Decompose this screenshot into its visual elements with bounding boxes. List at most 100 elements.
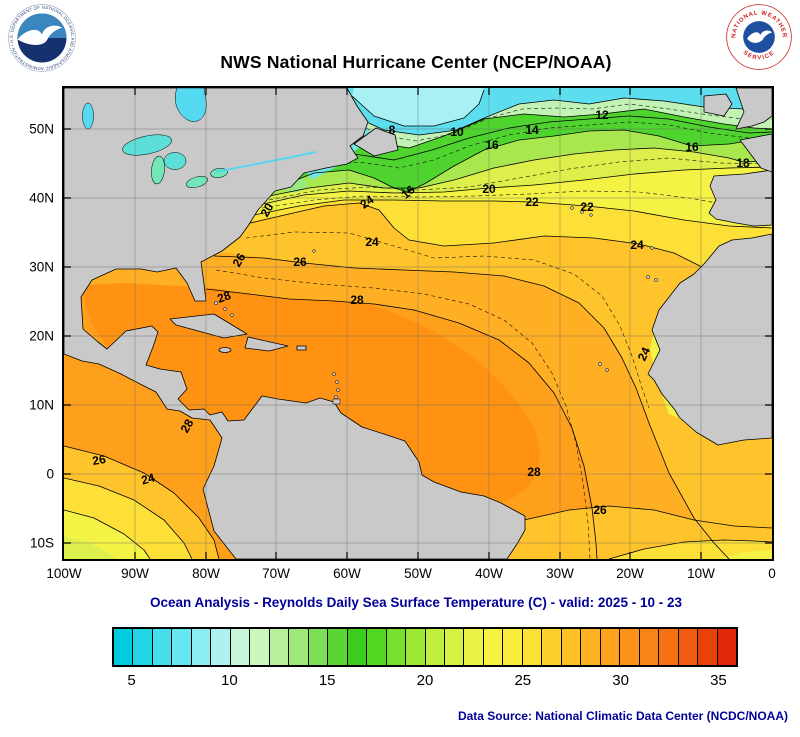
lon-label: 40W [475,566,503,581]
lon-label: 10W [687,566,715,581]
colorbar-cell [444,629,465,665]
colorbar-cell [503,629,523,665]
colorbar-tick-label: 35 [710,672,727,689]
colorbar-cell [678,629,699,665]
lon-label: 60W [333,566,361,581]
south-cool-3 [719,550,772,559]
colorbar-cell [406,629,426,665]
contour-8 [351,89,485,127]
south-cool-2 [609,540,772,559]
contour-27-dashed [215,269,591,559]
colorbar-cell [152,629,173,665]
contour-19-dashed [268,157,772,201]
contour-15-dashed [318,121,772,169]
colorbar-cell [211,629,231,665]
lat-label: 20N [29,328,54,344]
nws-logo: NATIONAL WEATHER SERVICE [726,4,792,70]
land-puerto-rico [296,345,307,351]
land-americas [64,88,526,559]
contour-20 [253,166,772,207]
lake-erie [186,176,208,188]
colorbar-tick-label: 20 [416,672,434,689]
colorbar-cell [425,629,445,665]
colorbar-tick-label: 25 [514,672,532,689]
contour-12 [346,108,772,149]
pacific-cool-4 [64,536,116,559]
contour-11-dashed [346,103,772,142]
lon-axis: 100W 90W 80W 70W 60W 50W 40W 30W 20W 10W 0 [46,563,775,583]
island-dots [213,206,658,405]
sst-map: 8 10 12 14 16 16 16 18 20 20 22 22 24 24 24 24 24 26 26 26 2… [62,86,774,561]
colorbar-cell [600,629,621,665]
noaa-logo-svg: NATIONAL OCEANIC AND ATMOSPHERIC ADMINIS… [6,0,76,72]
colorbar-tick-label: 10 [221,672,238,689]
colorbar-cell [522,629,543,665]
data-source: Data Source: National Climatic Data Cent… [457,709,788,723]
lon-label: 80W [192,566,220,581]
land-ireland [703,93,733,117]
map-svg [64,88,772,559]
contour-26 [213,255,730,559]
colorbar-cell [464,629,484,665]
colorbar-cell [698,629,718,665]
lake-winnipeg [82,102,94,130]
lon-label: 90W [121,566,149,581]
land-france [739,133,772,173]
colorbar-cell [133,629,153,665]
land-africa [647,233,772,446]
colorbar-cell [561,629,582,665]
contour-28 [205,288,598,559]
colorbar-cell [347,629,368,665]
contour-24-south [608,539,772,559]
colorbar [112,627,738,667]
lon-label: 30W [546,566,574,581]
colorbar-cell [367,629,387,665]
lon-label: 100W [46,566,82,581]
lon-label: 20W [616,566,644,581]
colorbar-cell [659,629,679,665]
contour-22 [248,199,772,229]
colorbar-cell [114,629,134,665]
noaa-logo: NATIONAL OCEANIC AND ATMOSPHERIC ADMINIS… [6,0,76,72]
colorbar-labels: 5 10 15 20 25 30 35 [112,672,738,692]
nws-gull-icon [747,30,773,43]
colorbar-cell [308,629,329,665]
noaa-gull-icon [17,25,63,45]
lat-axis: 50N 40N 30N 20N 10N 0 10S [0,88,58,559]
colorbar-cell [581,629,601,665]
land-newfoundland [353,127,399,157]
colorbar-cell [717,629,736,665]
lake-huron [163,152,187,170]
contour-16 [275,129,772,193]
colorbar-cell [620,629,640,665]
land-jamaica [218,347,232,353]
st-lawrence-river [215,151,317,173]
colorbar-cell [250,629,270,665]
contour-26-pacific [64,445,220,559]
contour-22-pacific [64,509,151,559]
contour-24-pacific [64,477,193,559]
colorbar-cell [328,629,348,665]
nws-ring-text-bottom: SERVICE [742,50,776,62]
map-subtitle: Ocean Analysis - Reynolds Daily Sea Surf… [150,595,682,610]
lat-label: 10S [29,535,54,551]
colorbar-tick-label: 5 [127,672,136,689]
colorbar-cell [269,629,290,665]
colorbar-cell [386,629,407,665]
lat-label: 50N [29,121,54,137]
land-hispaniola [244,336,289,352]
land-britain [735,88,772,130]
axis-ticks [64,88,772,559]
colorbar-cells [114,629,736,665]
colorbar-cell [172,629,192,665]
lon-label: 50W [404,566,432,581]
nws-logo-svg: NATIONAL WEATHER SERVICE [726,4,792,70]
lat-label: 0 [46,466,54,482]
colorbar-cell [639,629,660,665]
lon-label: 70W [262,566,290,581]
contour-14 [313,115,772,161]
colorbar-tick-label: 15 [318,672,336,689]
grid-lines [64,88,772,559]
lat-label: 40N [29,190,54,206]
